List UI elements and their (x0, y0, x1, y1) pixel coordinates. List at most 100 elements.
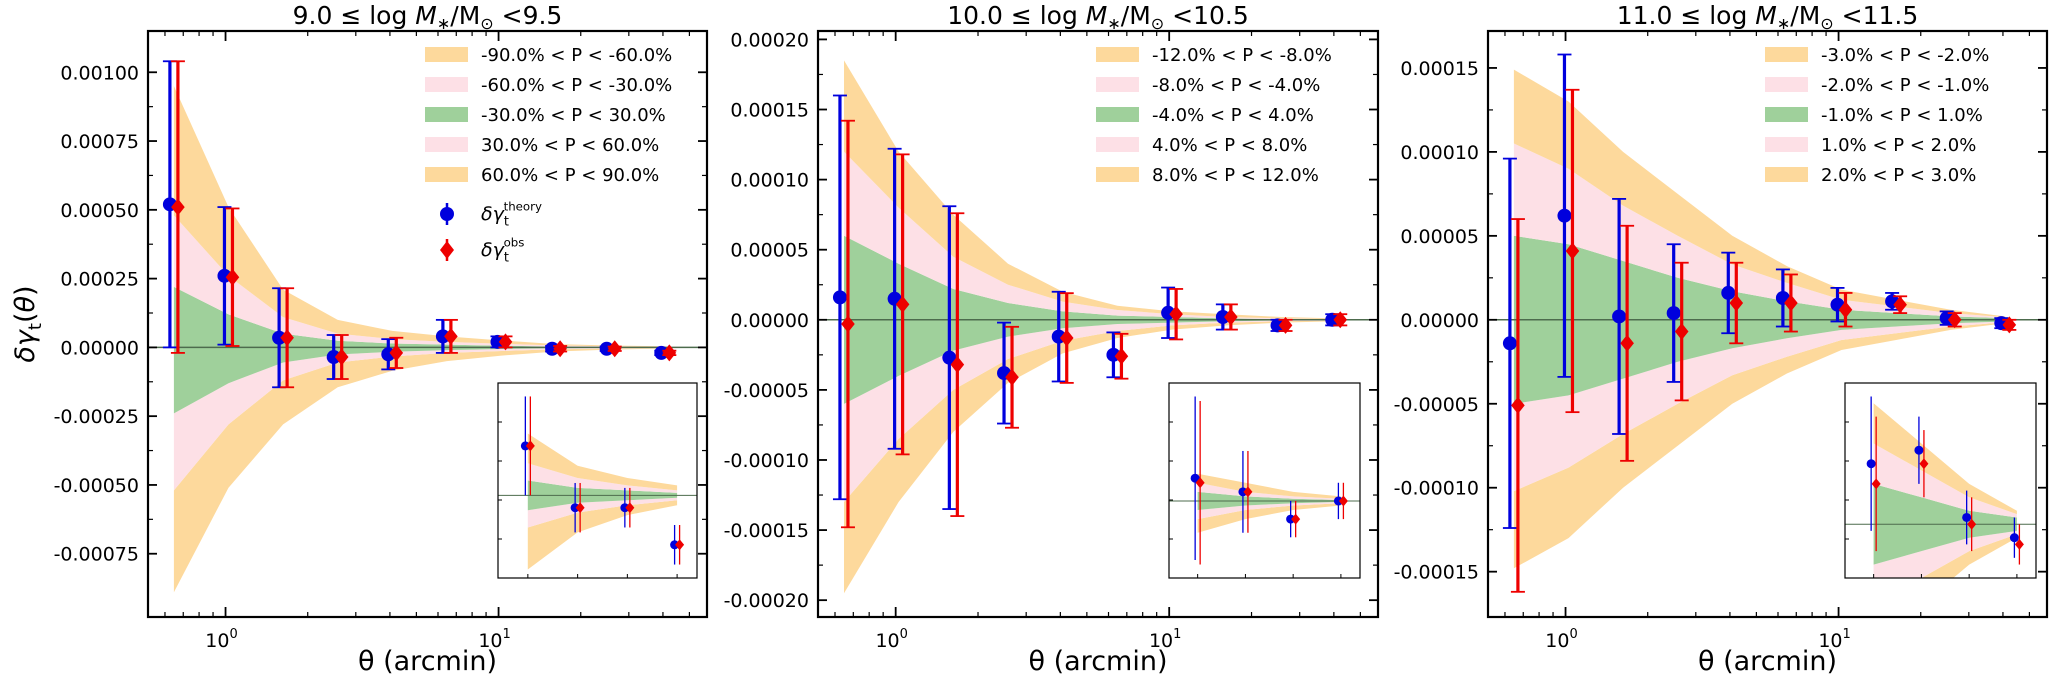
inset (1844, 382, 2037, 579)
y-tick-label: 0.00025 (60, 269, 139, 291)
legend-swatch (1096, 47, 1139, 62)
y-tick-label: 0.00005 (730, 240, 809, 262)
obs-point (1005, 368, 1019, 386)
inset-theory-point (570, 503, 580, 513)
obs-point (895, 295, 910, 313)
inset-band (527, 433, 678, 491)
inset-band (527, 500, 678, 570)
y-tick-label: -0.00025 (54, 406, 139, 428)
y-tick-label: -0.00075 (54, 544, 139, 566)
theory-point (832, 290, 847, 305)
obs-point (553, 340, 567, 358)
legend-swatch (1765, 47, 1808, 62)
x-tick-label: 101 (478, 627, 510, 652)
obs-point (1511, 396, 1525, 414)
obs-point (1169, 305, 1183, 323)
theory-point (1612, 309, 1627, 324)
obs-point (1565, 242, 1580, 260)
y-axis-label: δγt(θ) (10, 285, 46, 362)
panel-title: 10.0 ≤ log M∗/M⊙ <10.5 (947, 1, 1249, 33)
plot-area (1488, 53, 2047, 593)
band-1 (844, 320, 1337, 594)
inset-obs-point (525, 440, 535, 452)
band-1 (1513, 322, 2006, 569)
obs-point (1224, 308, 1238, 326)
theory-point (1270, 318, 1285, 333)
band-5 (1513, 69, 2006, 318)
plot-area (818, 60, 1378, 594)
y-tick-label: -0.00005 (724, 380, 809, 402)
legend-swatch (1765, 77, 1808, 92)
inset-obs-point (625, 502, 635, 514)
legend-label: 1.0% < P < 2.0% (1821, 135, 1976, 156)
inset (1168, 382, 1361, 579)
theory-point (326, 350, 341, 365)
y-tick-label: 0.00020 (730, 29, 809, 51)
inset-theory-point (2009, 533, 2019, 543)
inset-theory-point (1190, 473, 1200, 483)
inset-band (1873, 530, 2017, 578)
band-3 (173, 286, 666, 414)
inset-frame (1844, 382, 2037, 579)
y-tick-label: -0.00010 (724, 450, 809, 472)
inset-band (1197, 503, 1341, 533)
legend-label: 8.0% < P < 12.0% (1152, 165, 1319, 186)
legend-swatch (1096, 77, 1139, 92)
y-tick-label: 0.00000 (1400, 310, 1479, 332)
inset-obs-point (1919, 458, 1929, 470)
panel-title: 9.0 ≤ log M∗/M⊙ <9.5 (293, 1, 563, 33)
y-tick-label: -0.00015 (724, 520, 809, 542)
band-2 (844, 320, 1337, 502)
obs-point (662, 344, 677, 362)
band-4 (1513, 143, 2006, 319)
legend-swatch (1765, 107, 1808, 122)
band-4 (844, 151, 1337, 320)
obs-point (2002, 316, 2017, 334)
inset-obs-point (2014, 538, 2024, 550)
inset-band (1197, 482, 1341, 500)
legend-label: -8.0% < P < -4.0% (1152, 75, 1320, 96)
legend-obs-label: δγtobs (481, 236, 524, 266)
legend: -3.0% < P < -2.0% -2.0% < P < -1.0% -1.0% … (1765, 45, 1989, 186)
theory-point (1502, 336, 1517, 351)
inset-band (527, 463, 678, 493)
y-tick-label: -0.00020 (724, 590, 809, 612)
inset-obs-point (1871, 478, 1881, 490)
y-tick-label: 0.00015 (1400, 58, 1479, 80)
obs-point (389, 344, 404, 362)
y-tick-label: 0.00050 (60, 200, 139, 222)
obs-point (607, 340, 622, 358)
legend-label: -90.0% < P < -60.0% (481, 45, 672, 66)
legend-label: -4.0% < P < 4.0% (1152, 105, 1314, 126)
inset-obs-point (1291, 513, 1301, 525)
panel-1: -0.00075 -0.00050 -0.00025 0.00000 0.00025 0.… (54, 1, 709, 677)
legend-swatch (1765, 137, 1808, 152)
legend-swatch (425, 167, 468, 182)
inset-band (1873, 403, 2017, 515)
legend-swatch (425, 77, 468, 92)
x-axis-label: θ (arcmin) (1698, 646, 1837, 677)
legend-swatch (1096, 137, 1139, 152)
inset-obs-point (575, 502, 585, 514)
axes-frame (146, 29, 709, 619)
legend-label: 4.0% < P < 8.0% (1152, 135, 1307, 156)
band-5 (844, 60, 1337, 320)
obs-point (841, 315, 855, 333)
obs-point (1893, 296, 1907, 314)
y-tick-label: 0.00075 (60, 131, 139, 153)
inset-theory-point (1866, 459, 1876, 469)
legend-theory-label: δγttheory (481, 200, 542, 230)
obs-point (171, 198, 185, 216)
inset-theory-point (1238, 487, 1248, 497)
y-tick-label: 0.00000 (60, 337, 139, 359)
y-tick-label: 0.00010 (1400, 142, 1479, 164)
inset-plot (1169, 396, 1360, 565)
obs-point (1947, 311, 1962, 329)
legend: -90.0% < P < -60.0% -60.0% < P < -30.0% -3… (425, 45, 672, 265)
obs-point (1278, 316, 1293, 334)
axes-frame (1486, 29, 2049, 619)
axes-frame (816, 29, 1380, 619)
inset-theory-point (620, 503, 630, 513)
y-tick-label: 0.00005 (1400, 226, 1479, 248)
y-tick-label: -0.00010 (1394, 478, 1479, 500)
